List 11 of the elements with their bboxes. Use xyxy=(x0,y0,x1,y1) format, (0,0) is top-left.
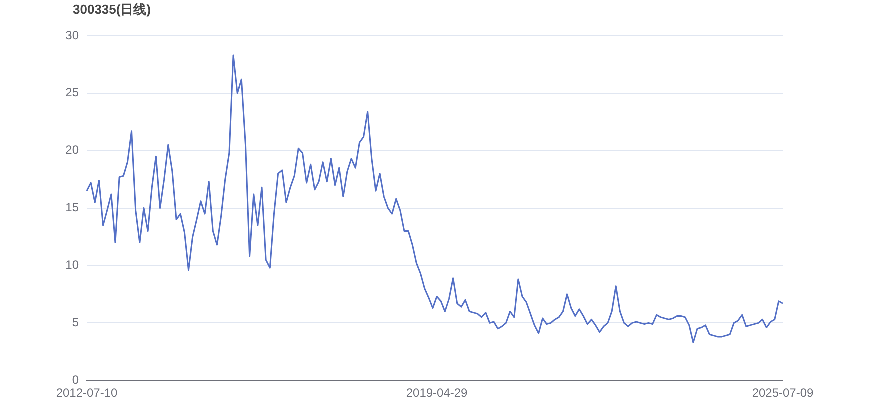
x-tick-label: 2025-07-09 xyxy=(752,386,814,400)
y-tick-label: 15 xyxy=(66,200,80,215)
y-tick-label: 25 xyxy=(66,86,80,100)
x-tick-label: 2019-04-29 xyxy=(406,386,468,400)
y-tick-label: 30 xyxy=(66,28,80,42)
y-tick-label: 5 xyxy=(72,315,80,330)
x-tick-label: 2012-07-10 xyxy=(56,386,118,400)
y-tick-label: 10 xyxy=(66,258,80,272)
y-tick-label: 20 xyxy=(66,143,80,158)
chart-title: 300335(日线) xyxy=(73,1,152,19)
y-tick-label: 0 xyxy=(72,372,80,387)
